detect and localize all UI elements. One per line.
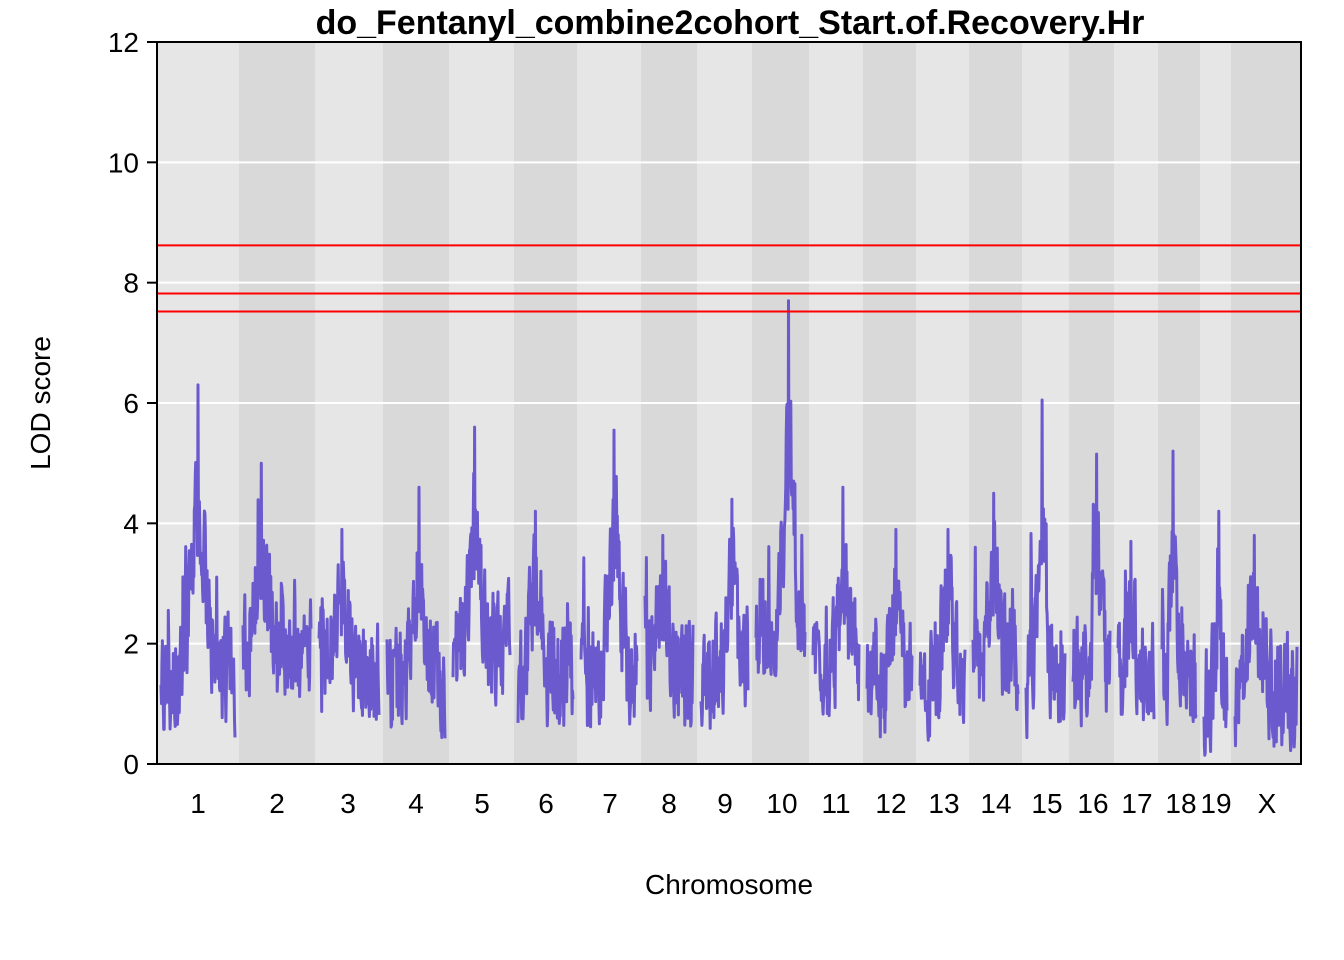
y-axis: 0 2 4 6 8 10 12 [108, 27, 157, 780]
lod-series-chr-6 [516, 509, 575, 728]
x-tick-label-17: 17 [1121, 788, 1152, 819]
lod-series-chr-15 [1024, 398, 1067, 740]
x-tick-label-19: 19 [1200, 788, 1231, 819]
y-tick-label-10: 10 [108, 147, 139, 178]
lod-series-chr-10 [754, 299, 807, 678]
lod-series-chr-14 [971, 491, 1020, 712]
y-tick-label-2: 2 [123, 629, 139, 660]
x-tick-label-x: X [1258, 788, 1277, 819]
x-tick-label-3: 3 [340, 788, 356, 819]
lod-series-chr-11 [811, 485, 861, 718]
y-tick-label-0: 0 [123, 749, 139, 780]
x-tick-label-18: 18 [1165, 788, 1196, 819]
x-tick-label-16: 16 [1077, 788, 1108, 819]
lod-series-chr-5 [451, 425, 512, 707]
x-tick-label-4: 4 [408, 788, 424, 819]
y-tick-label-8: 8 [123, 268, 139, 299]
y-tick-label-4: 4 [123, 508, 139, 539]
y-axis-title: LOD score [25, 336, 56, 470]
lod-series-chr-1 [159, 383, 237, 738]
x-tick-label-13: 13 [928, 788, 959, 819]
x-tick-label-6: 6 [538, 788, 554, 819]
x-tick-label-7: 7 [602, 788, 618, 819]
lod-series-chr-18 [1160, 449, 1198, 726]
x-tick-label-10: 10 [766, 788, 797, 819]
x-tick-label-8: 8 [661, 788, 677, 819]
lod-series-chr-19 [1202, 509, 1229, 757]
lod-series-chr-x [1233, 533, 1299, 753]
lod-series-chr-9 [699, 497, 750, 730]
x-tick-label-12: 12 [875, 788, 906, 819]
x-tick-label-14: 14 [980, 788, 1011, 819]
threshold-lines [157, 244, 1301, 313]
lod-series-chr-3 [317, 527, 381, 721]
x-tick-label-9: 9 [717, 788, 733, 819]
lod-series-chr-16 [1071, 452, 1112, 728]
x-tick-label-2: 2 [269, 788, 285, 819]
lod-series-chr-4 [385, 485, 447, 739]
chart-title: do_Fentanyl_combine2cohort_Start.of.Reco… [316, 4, 1145, 42]
x-axis-title: Chromosome [645, 869, 813, 900]
lod-series-chr-2 [241, 461, 313, 698]
x-tick-label-1: 1 [190, 788, 206, 819]
x-tick-label-5: 5 [474, 788, 490, 819]
lod-series-chr-17 [1116, 539, 1156, 722]
lod-series-chr-7 [579, 428, 639, 729]
y-tick-label-12: 12 [108, 27, 139, 58]
x-tick-label-11: 11 [821, 788, 850, 819]
lod-series-chr-12 [865, 527, 914, 739]
y-tick-label-6: 6 [123, 388, 139, 419]
x-tick-label-15: 15 [1031, 788, 1062, 819]
lod-series-chr-8 [643, 533, 695, 728]
lod-series-chr-13 [918, 527, 967, 742]
lod-series [159, 299, 1299, 757]
x-axis: 1 2 3 4 5 6 7 8 9 10 11 12 13 14 15 16 17 18 19 X [190, 788, 1276, 819]
